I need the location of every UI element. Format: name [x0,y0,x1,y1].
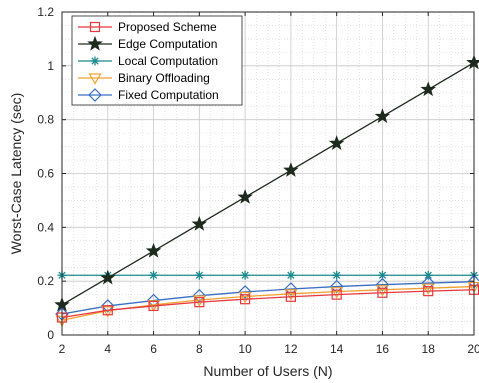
star-marker [328,135,345,150]
triangle-down-marker [192,295,206,307]
triangle-down-marker [421,283,435,295]
legend-item: Fixed Computation [78,88,219,102]
diamond-marker [421,276,436,290]
legend-item: Local Computation [78,54,218,68]
square-marker [102,305,113,316]
square-marker [377,287,388,298]
asterisk-marker [240,270,250,280]
star-marker [87,35,103,51]
diamond-marker [284,282,298,296]
triangle-down-marker [101,306,115,318]
x-tick-label: 2 [59,342,66,356]
x-tick-label: 12 [284,342,298,356]
triangle-down-marker [284,289,298,301]
legend-item: Proposed Scheme [78,20,217,34]
x-tick-label: 18 [422,342,436,356]
asterisk-marker [286,270,296,280]
y-axis-label: Worst-Case Latency (sec) [8,93,24,255]
triangle-down-marker [330,287,344,299]
y-tick-label: 0.4 [37,220,54,234]
asterisk-marker [90,56,100,66]
square-marker [423,286,434,297]
asterisk-stroke [424,271,432,279]
asterisk-stroke [241,271,249,279]
legend-label: Edge Computation [118,37,217,51]
star-marker [100,269,116,285]
diamond-marker [238,285,252,299]
y-tick-label: 1.2 [37,5,54,19]
legend-label: Local Computation [118,54,218,68]
y-tick-label: 0.2 [37,274,54,288]
legend: Proposed Scheme Edge Computation Local Com… [71,15,243,106]
star-marker [191,215,208,231]
diamond-marker [88,88,102,102]
square-marker [331,289,342,300]
y-tick-label: 1 [47,59,54,73]
x-axis-label: Number of Users (N) [203,363,332,379]
series-line [61,62,475,306]
diamond-marker [329,279,344,294]
star-marker [420,81,436,97]
square-marker [194,297,205,308]
square-marker [240,294,251,305]
diamond-marker [375,277,390,292]
asterisk-stroke [195,271,203,279]
legend-item: Binary Offloading [78,71,210,85]
y-tick-label: 0.6 [37,167,54,181]
y-tick-label: 0.8 [37,113,54,127]
square-marker [285,291,296,302]
square-marker [148,300,159,312]
star-marker [374,108,391,124]
square-marker [89,21,101,33]
star-marker [283,162,299,177]
asterisk-marker [332,270,342,280]
series-proposed-scheme [56,284,479,323]
asterisk-marker [149,270,159,280]
diamond-marker [100,299,115,313]
series-line [61,281,475,315]
x-tick-label: 8 [196,342,203,356]
x-tick-labels: 2 4 6 8 10 12 14 16 18 20 [59,342,479,356]
x-tick-label: 4 [104,342,111,356]
legend-label: Proposed Scheme [118,20,217,34]
star-marker [145,242,162,258]
star-marker [237,189,253,204]
x-tick-label: 16 [376,342,390,356]
asterisk-stroke [378,271,387,279]
asterisk-stroke [287,271,295,279]
x-tick-label: 14 [330,342,344,356]
series-edge-computation [54,54,479,312]
legend-label: Binary Offloading [118,71,210,85]
x-tick-label: 6 [150,342,157,356]
series-line [61,289,475,319]
x-tick-label: 20 [467,342,479,356]
y-tick-label: 0 [47,328,54,342]
triangle-down-marker [375,285,389,297]
x-tick-label: 10 [238,342,252,356]
legend-item: Edge Computation [78,35,217,51]
legend-label: Fixed Computation [118,88,219,102]
asterisk-stroke [333,271,341,279]
triangle-down-marker [88,73,102,85]
asterisk-stroke [91,57,99,65]
y-tick-labels: 0 0.2 0.4 0.6 0.8 1 1.2 [37,5,54,342]
axis-ticks [61,11,475,336]
asterisk-stroke [149,271,158,279]
asterisk-marker [423,270,433,280]
triangle-down-marker [238,291,252,304]
series-group [54,54,479,327]
asterisk-marker [194,270,204,280]
